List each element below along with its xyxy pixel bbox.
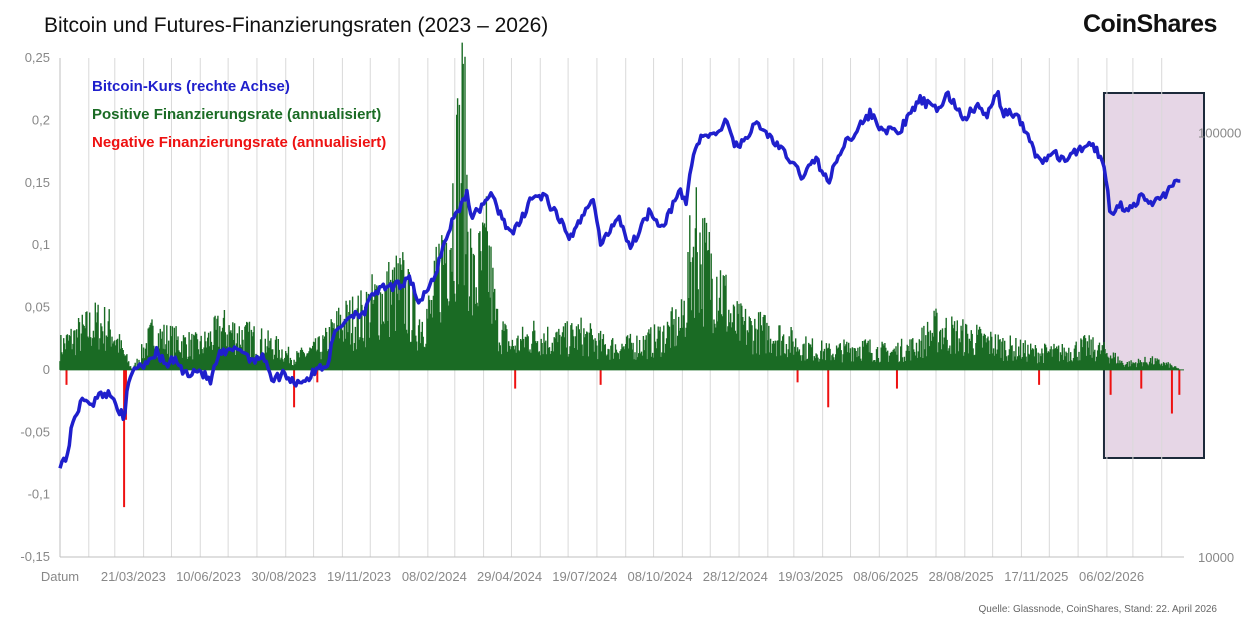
x-tick-label: 30/08/2023 — [251, 569, 316, 584]
y-left-tick-label: 0,1 — [32, 237, 50, 252]
y-left-tick-label: 0,2 — [32, 112, 50, 127]
legend-entry: Negative Finanzierungsrate (annualisiert… — [92, 134, 386, 151]
x-tick-label: 29/04/2024 — [477, 569, 542, 584]
y-left-tick-label: 0,25 — [25, 50, 50, 65]
highlight-box — [1102, 92, 1205, 459]
y-left-tick-label: -0,1 — [28, 487, 50, 502]
y-left-tick-label: -0,15 — [20, 549, 50, 564]
legend: Bitcoin-Kurs (rechte Achse) Positive Fina… — [92, 78, 386, 151]
axes-layer: -0,15 -0,1 -0,05 0 0,05 0,1 0,15 0,2 0,25 10000 10… — [20, 50, 1241, 584]
x-tick-label: 08/06/2025 — [853, 569, 918, 584]
y-left-tick-label: 0,05 — [25, 300, 50, 315]
y-left-tick-label: 0,15 — [25, 175, 50, 190]
y-right-tick-label: 10000 — [1198, 550, 1234, 565]
grid-layer — [59, 58, 1184, 558]
x-tick-label: 06/02/2026 — [1079, 569, 1144, 584]
positive-funding-area — [59, 42, 1181, 370]
funding-rate-layer — [59, 42, 1184, 508]
brand-logo: CoinShares — [1083, 10, 1217, 38]
page-title: Bitcoin und Futures-Finanzierungsraten (… — [44, 14, 549, 37]
bitcoin-price-line — [58, 89, 1181, 469]
legend-entry: Positive Finanzierungsrate (annualisiert… — [92, 106, 381, 123]
y-right-tick-label: 100000 — [1198, 126, 1241, 141]
x-axis-label: Datum — [41, 569, 79, 584]
x-tick-label: 21/03/2023 — [101, 569, 166, 584]
price-line-layer — [58, 89, 1181, 469]
x-tick-label: 19/11/2023 — [327, 569, 391, 584]
y-left-tick-label: -0,05 — [20, 424, 50, 439]
x-tick-label: 10/06/2023 — [176, 569, 241, 584]
x-tick-label: 08/10/2024 — [628, 569, 693, 584]
x-tick-label: 08/02/2024 — [402, 569, 467, 584]
x-tick-label: 28/08/2025 — [929, 569, 994, 584]
x-tick-label: 19/03/2025 — [778, 569, 843, 584]
legend-entry: Bitcoin-Kurs (rechte Achse) — [92, 78, 290, 95]
highlight-layer — [1102, 92, 1205, 459]
x-tick-label: 17/11/2025 — [1004, 569, 1068, 584]
x-tick-label: 28/12/2024 — [703, 569, 768, 584]
source-note: Quelle: Glassnode, CoinShares, Stand: 22… — [978, 604, 1217, 615]
x-tick-label: 19/07/2024 — [552, 569, 617, 584]
y-left-tick-label: 0 — [43, 362, 50, 377]
